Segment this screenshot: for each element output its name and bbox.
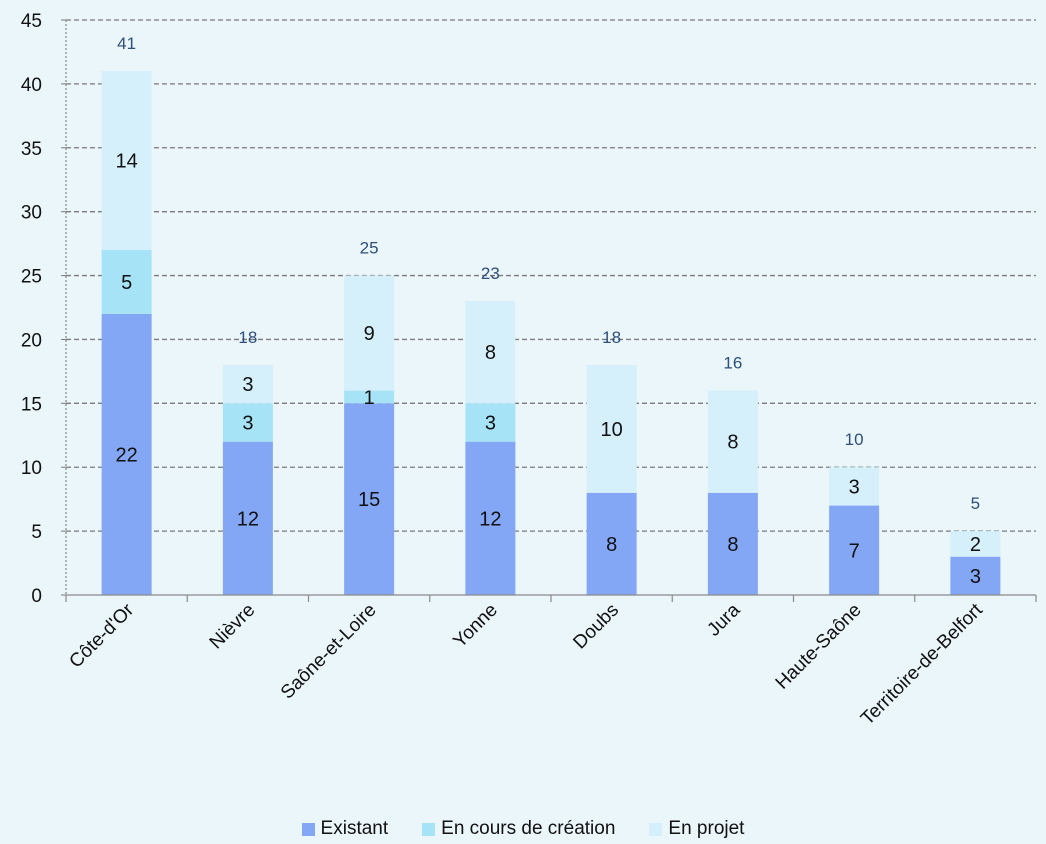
x-tick-label: Territoire-de-Belfort <box>857 599 987 729</box>
bar-segment <box>344 275 395 391</box>
legend-item: En projet <box>649 818 744 840</box>
legend-label: Existant <box>320 818 389 839</box>
y-tick-label: 30 <box>21 203 42 224</box>
data-label: 5 <box>121 272 132 294</box>
data-label: 10 <box>601 419 623 441</box>
bar-segment <box>222 403 273 442</box>
total-label: 23 <box>481 264 500 283</box>
bar-segment <box>586 365 637 493</box>
y-tick-label: 35 <box>21 139 42 160</box>
gridlines <box>66 19 1036 532</box>
data-label: 12 <box>237 508 259 530</box>
bar-segment <box>707 492 758 595</box>
total-label: 18 <box>238 328 257 347</box>
data-label: 22 <box>116 444 138 466</box>
y-tick-label: 25 <box>21 267 42 288</box>
data-label: 8 <box>727 432 738 454</box>
x-tick-label: Saône-et-Loire <box>277 600 381 704</box>
bar-segment <box>465 441 516 595</box>
data-label: 8 <box>727 534 738 556</box>
bar-segment <box>465 403 516 442</box>
bar-segment <box>465 301 516 404</box>
legend-swatch <box>422 822 436 836</box>
legend: Existant En cours de création En projet <box>0 818 1046 840</box>
bar-segment <box>101 313 152 595</box>
legend-swatch <box>649 822 663 836</box>
x-tick-label: Haute-Saône <box>772 600 866 694</box>
legend-swatch <box>301 822 315 836</box>
data-label: 9 <box>364 323 375 345</box>
data-label: 3 <box>242 374 253 396</box>
data-label: 7 <box>849 540 860 562</box>
x-tick-label: Nièvre <box>206 600 260 654</box>
bar-segment <box>222 365 273 404</box>
data-label: 3 <box>970 566 981 588</box>
total-label: 16 <box>723 354 742 373</box>
bars: 2251441123318151925123823810188816731032… <box>101 34 1001 595</box>
data-label: 1 <box>364 387 375 409</box>
bar-segment <box>101 250 152 314</box>
data-label: 3 <box>485 413 496 435</box>
bar-segment <box>829 467 880 506</box>
total-label: 41 <box>117 34 136 53</box>
bar-segment <box>101 71 152 250</box>
y-tick-label: 40 <box>21 75 42 96</box>
legend-label: En cours de création <box>441 818 616 839</box>
bar-segment <box>829 505 880 595</box>
bar-segment <box>950 531 1001 557</box>
x-tick-label: Côte-d'Or <box>65 599 138 672</box>
data-label: 14 <box>116 151 138 173</box>
y-tick-label: 10 <box>21 458 42 479</box>
legend-label: En projet <box>668 818 745 839</box>
legend-item: Existant <box>301 818 389 840</box>
data-label: 12 <box>479 508 501 530</box>
x-tick-label: Yonne <box>449 600 501 652</box>
y-tick-label: 5 <box>31 522 42 543</box>
bar-segment <box>950 556 1001 595</box>
x-tick-label: Jura <box>703 599 744 640</box>
y-tick-label: 45 <box>21 11 42 32</box>
total-label: 5 <box>971 494 980 513</box>
total-label: 25 <box>360 239 379 258</box>
y-tick-label: 0 <box>31 586 42 607</box>
bar-segment <box>586 492 637 595</box>
data-label: 8 <box>485 342 496 364</box>
data-label: 3 <box>242 413 253 435</box>
data-label: 15 <box>358 489 380 511</box>
legend-item: En cours de création <box>422 818 615 840</box>
total-label: 18 <box>602 328 621 347</box>
y-axis: 0 5 10 15 20 25 30 35 40 45 <box>21 11 67 607</box>
data-label: 2 <box>970 534 981 556</box>
total-label: 10 <box>845 430 864 449</box>
bar-segment <box>707 390 758 493</box>
bar-segment <box>344 390 395 404</box>
data-label: 8 <box>606 534 617 556</box>
y-tick-label: 20 <box>21 330 42 351</box>
data-label: 3 <box>849 476 860 498</box>
bar-segment <box>344 403 395 595</box>
x-axis: Côte-d'Or Nièvre Saône-et-Loire Yonne Doubs J… <box>65 594 1037 730</box>
y-tick-label: 15 <box>21 394 42 415</box>
x-tick-label: Doubs <box>569 600 623 654</box>
bar-segment <box>222 441 273 595</box>
